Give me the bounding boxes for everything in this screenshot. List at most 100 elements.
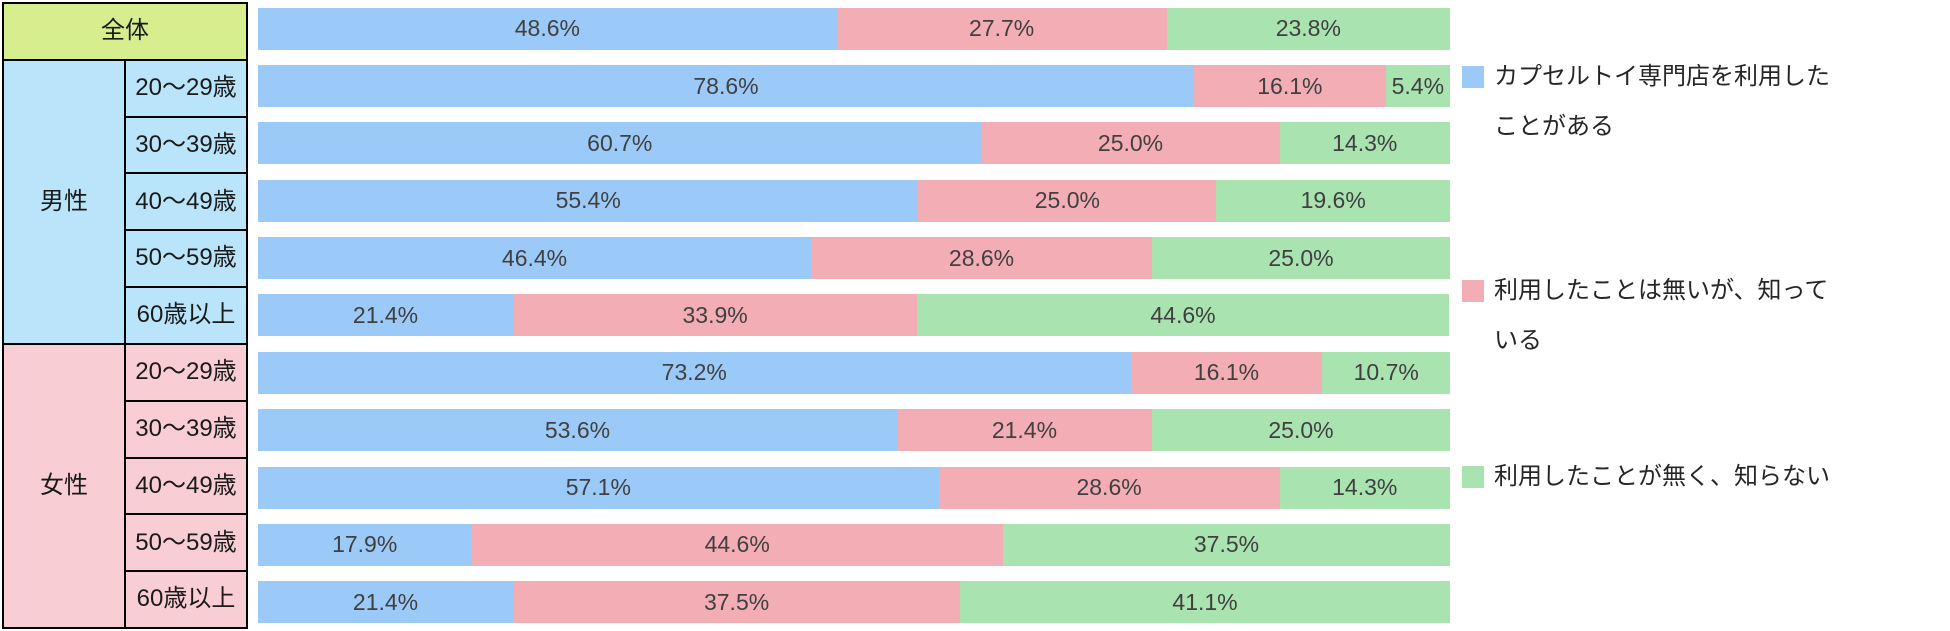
bar-row: 46.4% 28.6% 25.0%: [258, 229, 1450, 286]
bar-segment-unknown: 19.6%: [1216, 179, 1450, 222]
bar-value-label: 28.6%: [1076, 474, 1142, 501]
bar-value-label: 57.1%: [565, 474, 631, 501]
bar-segment-known-not-used: 37.5%: [513, 581, 961, 624]
bar-segment-known-not-used: 16.1%: [1130, 351, 1323, 394]
bar-row: 57.1% 28.6% 14.3%: [258, 459, 1450, 516]
table-cell-gender-male: 男性: [2, 58, 126, 345]
table-cell-overall: 全体: [2, 2, 248, 61]
bar-segment-used: 46.4%: [258, 237, 812, 280]
bar-value-label: 16.1%: [1257, 72, 1323, 99]
table-cell-age: 30〜39歳: [124, 399, 248, 459]
table-cell-age: 60歳以上: [124, 286, 248, 345]
bar-value-label: 44.6%: [704, 531, 770, 558]
bar-value-label: 53.6%: [544, 416, 611, 443]
bar-segment-known-not-used: 16.1%: [1193, 65, 1386, 108]
bar-value-label: 21.4%: [352, 301, 419, 328]
bar-value-label: 21.4%: [352, 588, 419, 615]
legend-label-line: カプセルトイ専門店を利用した: [1494, 63, 1830, 90]
bar-value-label: 78.6%: [693, 72, 759, 99]
legend-item-unknown: 利用したことが無く、知らない: [1462, 452, 1830, 502]
legend-swatch-known-not-used-icon: [1462, 280, 1484, 302]
legend-label-line: いる: [1494, 327, 1542, 354]
bar-value-label: 14.3%: [1332, 129, 1398, 156]
table-cell-age: 20〜29歳: [124, 342, 248, 402]
bar-segment-used: 60.7%: [258, 122, 982, 165]
bar-segment-used: 48.6%: [258, 7, 837, 50]
bar-value-label: 21.4%: [991, 416, 1058, 443]
bar-value-label: 5.4%: [1391, 72, 1445, 99]
legend-swatch-used-icon: [1462, 66, 1484, 88]
table-cell-age: 40〜49歳: [124, 456, 248, 516]
bar-row: 60.7% 25.0% 14.3%: [258, 115, 1450, 172]
table-cell-age: 60歳以上: [124, 570, 248, 629]
bar-value-label: 10.7%: [1353, 359, 1419, 386]
bar-segment-unknown: 37.5%: [1002, 523, 1450, 566]
bar-row: 78.6% 16.1% 5.4%: [258, 57, 1450, 114]
legend-swatch-unknown-icon: [1462, 466, 1484, 488]
bar-segment-known-not-used: 28.6%: [811, 237, 1152, 280]
table-cell-gender-female: 女性: [2, 342, 126, 630]
bar-segment-unknown: 5.4%: [1385, 65, 1450, 108]
bar-row: 53.6% 21.4% 25.0%: [258, 402, 1450, 459]
bar-row: 17.9% 44.6% 37.5%: [258, 516, 1450, 573]
bar-row: 55.4% 25.0% 19.6%: [258, 172, 1450, 229]
bar-value-label: 60.7%: [587, 129, 653, 156]
bar-value-label: 73.2%: [661, 359, 727, 386]
bar-value-label: 23.8%: [1275, 15, 1341, 42]
bar-segment-used: 21.4%: [258, 581, 514, 624]
bar-value-label: 48.6%: [514, 15, 580, 42]
bar-value-label: 17.9%: [332, 531, 398, 558]
bar-segment-used: 21.4%: [258, 294, 514, 337]
legend-label-line: 利用したことは無いが、知って: [1494, 277, 1829, 304]
legend-label-known-not-used: 利用したことは無いが、知って いる: [1494, 266, 1828, 366]
bar-segment-unknown: 14.3%: [1279, 466, 1450, 509]
bar-row: 21.4% 37.5% 41.1%: [258, 574, 1450, 631]
bar-value-label: 37.5%: [703, 588, 770, 615]
legend-label-unknown: 利用したことが無く、知らない: [1494, 452, 1830, 502]
legend-label-line: 利用したことが無く、知らない: [1494, 463, 1830, 490]
bar-segment-unknown: 25.0%: [1151, 237, 1450, 280]
bar-value-label: 14.3%: [1332, 474, 1398, 501]
bar-segment-unknown: 41.1%: [960, 581, 1450, 624]
legend-label-used: カプセルトイ専門店を利用した ことがある: [1494, 52, 1830, 152]
bar-segment-known-not-used: 44.6%: [471, 523, 1003, 566]
bar-segment-known-not-used: 25.0%: [981, 122, 1280, 165]
bar-value-label: 27.7%: [969, 15, 1035, 42]
category-table: 全体 男性 20〜29歳 30〜39歳 40〜49歳 50〜59歳 60歳以上 女性 20〜29…: [2, 2, 248, 630]
table-cell-age: 30〜39歳: [124, 115, 248, 175]
bar-segment-used: 78.6%: [258, 65, 1194, 108]
table-cell-age: 50〜59歳: [124, 513, 248, 573]
legend-item-known-not-used: 利用したことは無いが、知って いる: [1462, 266, 1828, 366]
bar-value-label: 33.9%: [682, 301, 748, 328]
bar-segment-used: 73.2%: [258, 351, 1131, 394]
bar-row: 48.6% 27.7% 23.8%: [258, 0, 1450, 57]
bar-value-label: 25.0%: [1034, 187, 1100, 214]
bar-value-label: 28.6%: [948, 244, 1015, 271]
bar-value-label: 37.5%: [1193, 531, 1260, 558]
table-cell-age: 50〜59歳: [124, 229, 248, 289]
bar-segment-known-not-used: 27.7%: [836, 7, 1167, 50]
legend-item-used: カプセルトイ専門店を利用した ことがある: [1462, 52, 1830, 152]
bar-segment-unknown: 14.3%: [1279, 122, 1450, 165]
bar-value-label: 25.0%: [1268, 416, 1334, 443]
bar-segment-unknown: 44.6%: [917, 294, 1449, 337]
bar-segment-known-not-used: 21.4%: [896, 409, 1152, 452]
bar-value-label: 19.6%: [1300, 187, 1366, 214]
bar-segment-used: 55.4%: [258, 179, 919, 222]
bar-value-label: 41.1%: [1172, 588, 1238, 615]
bar-segment-unknown: 23.8%: [1166, 7, 1450, 50]
bar-value-label: 46.4%: [501, 244, 568, 271]
bar-segment-used: 57.1%: [258, 466, 939, 509]
bar-value-label: 44.6%: [1150, 301, 1216, 328]
bar-value-label: 25.0%: [1268, 244, 1334, 271]
bar-value-label: 16.1%: [1193, 359, 1260, 386]
category-table-body: 全体 男性 20〜29歳 30〜39歳 40〜49歳 50〜59歳 60歳以上 女性 20〜29…: [2, 2, 248, 630]
bars-area: 48.6% 27.7% 23.8% 78.6% 16.1% 5.4% 60.7% 25.0% 1…: [258, 0, 1450, 631]
legend-label-line: ことがある: [1494, 113, 1614, 140]
bar-segment-known-not-used: 33.9%: [513, 294, 918, 337]
table-cell-age: 40〜49歳: [124, 172, 248, 232]
bar-value-label: 25.0%: [1097, 129, 1164, 156]
bar-segment-unknown: 25.0%: [1151, 409, 1450, 452]
bar-row: 73.2% 16.1% 10.7%: [258, 344, 1450, 401]
